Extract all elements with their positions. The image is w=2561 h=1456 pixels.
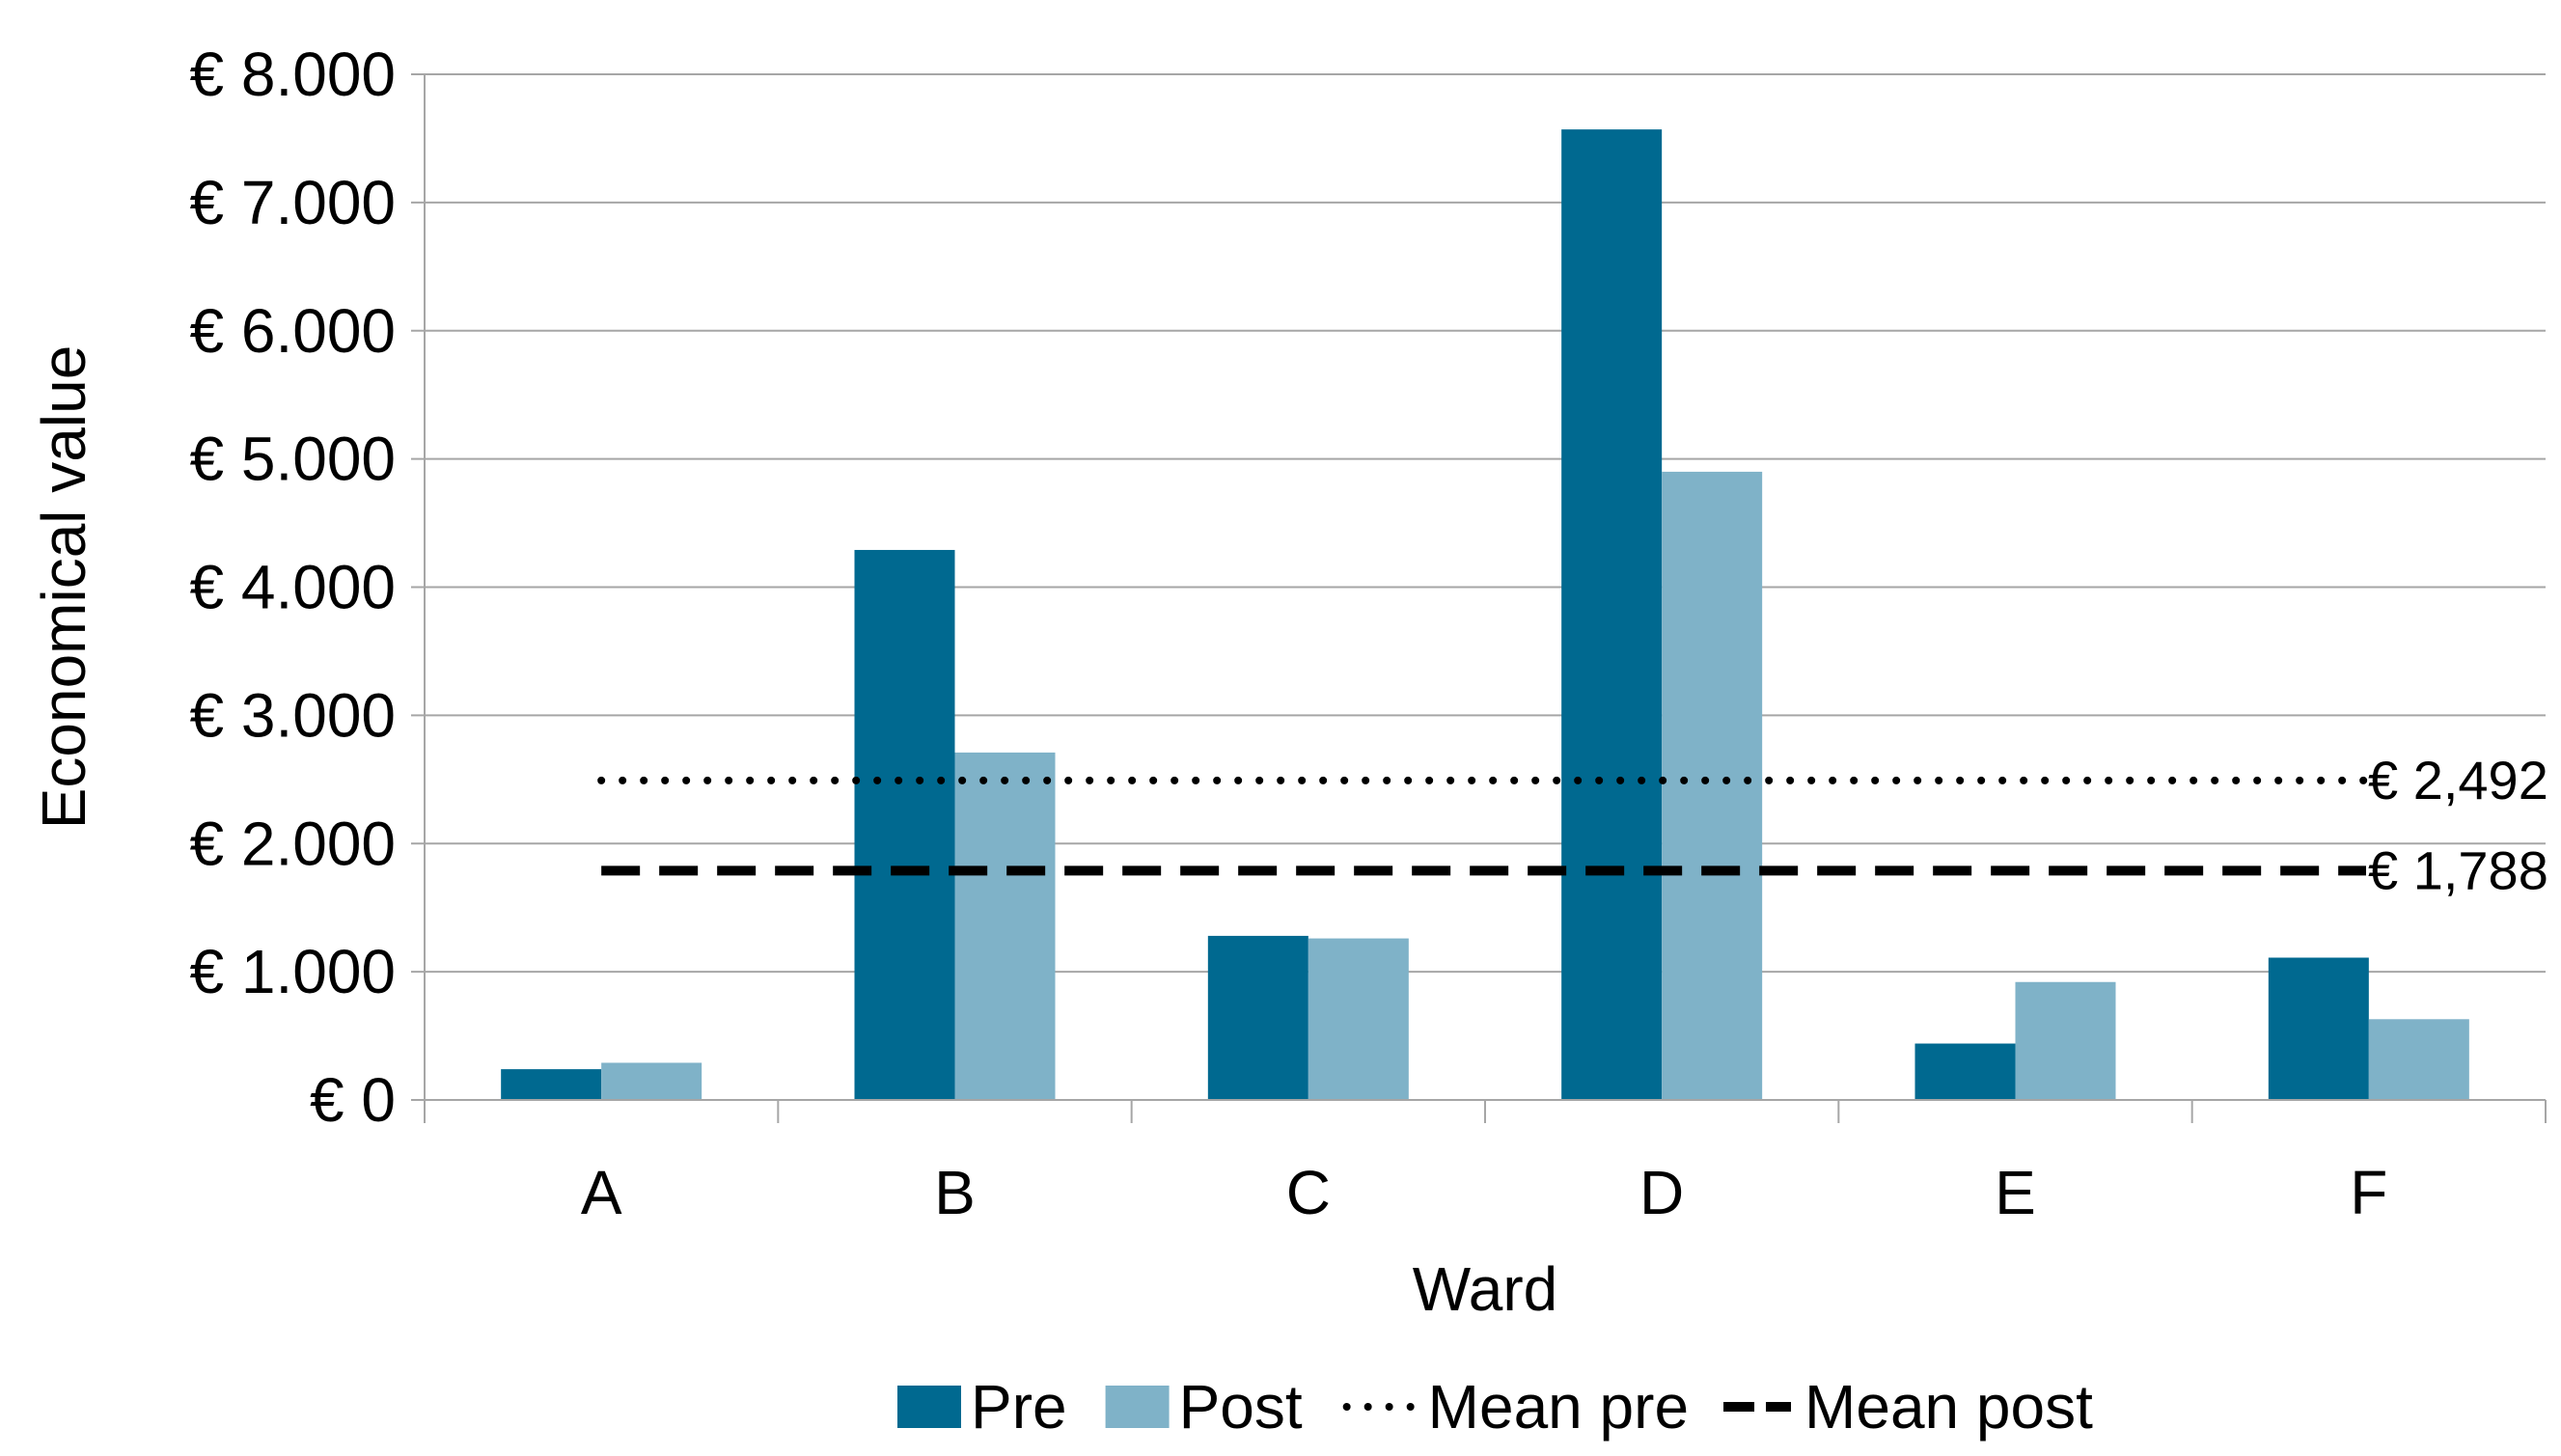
bar-post-a [601,1062,702,1100]
legend-swatch-post [1105,1386,1170,1428]
y-tick-labels: € 0 € 1.000 € 2.000 € 3.000 € 4.000 € 5.000 € … [189,40,396,1135]
bar-post-b [954,752,1056,1100]
bar-post-f [2368,1019,2469,1100]
bar-pre-d [1561,129,1663,1101]
y-tick-label: € 5.000 [189,425,396,494]
x-tick-label: E [1995,1158,2036,1227]
x-tick-labels: A B C D E F [581,1158,2388,1227]
bar-post-d [1662,471,1763,1101]
x-tick-label: D [1639,1158,1684,1227]
gridlines [411,73,2546,1101]
bar-pre-b [854,549,955,1100]
y-tick-label: € 8.000 [189,40,396,109]
y-tick-label: € 6.000 [189,296,396,366]
y-tick-label: € 0 [310,1065,396,1135]
bar-pre-c [1207,935,1308,1100]
y-axis-title: Economical value [29,345,98,830]
x-tick-label: B [934,1158,976,1227]
axes [424,74,2547,1123]
legend-label: Mean post [1804,1372,2093,1442]
legend-swatch-pre [897,1386,961,1428]
bar-pre-a [501,1069,602,1100]
x-tick-label: F [2350,1158,2387,1227]
y-tick-label: € 1.000 [189,937,396,1006]
x-axis-title: Ward [1413,1254,1558,1324]
bar-post-c [1308,938,1409,1100]
y-tick-label: € 2.000 [189,809,396,878]
legend-label: Pre [971,1372,1067,1442]
bars [501,129,2469,1101]
y-tick-label: € 7.000 [189,168,396,237]
x-tick-label: A [581,1158,622,1227]
y-tick-label: € 3.000 [189,680,396,750]
bar-post-e [2015,981,2116,1100]
bar-pre-f [2268,957,2369,1100]
mean-value-label: € 1,788 [2368,839,2548,900]
mean-lines: € 2,492 € 1,788 [597,750,2548,900]
bar-pre-e [1914,1043,2016,1100]
mean-value-label: € 2,492 [2368,750,2548,810]
legend-label: Mean pre [1428,1372,1689,1442]
legend: Pre Post Mean pre Mean post [897,1372,2093,1442]
x-tick-label: C [1286,1158,1331,1227]
legend-label: Post [1179,1372,1303,1442]
y-tick-label: € 4.000 [189,553,396,622]
